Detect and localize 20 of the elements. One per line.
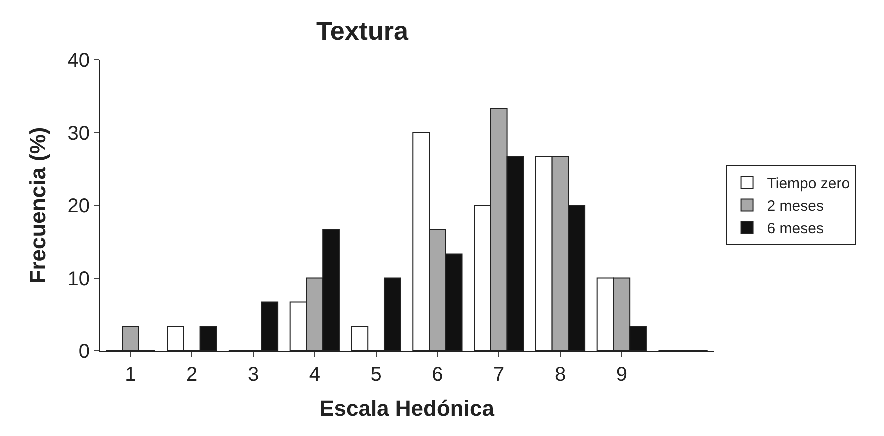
x-tick-label: 4 bbox=[309, 364, 320, 386]
legend-label: 6 meses bbox=[767, 220, 824, 238]
y-tick-label: 40 bbox=[68, 50, 90, 72]
y-tick-label: 20 bbox=[68, 196, 90, 218]
x-tick-label: 7 bbox=[494, 364, 505, 386]
x-tick-label: 5 bbox=[370, 364, 382, 386]
x-tick-label: 1 bbox=[125, 364, 136, 386]
y-tick-label: 10 bbox=[68, 268, 90, 290]
legend-label: 2 meses bbox=[767, 198, 824, 216]
chart-title: Textura bbox=[316, 16, 409, 46]
x-tick-label: 9 bbox=[616, 364, 628, 386]
y-tick-label: 30 bbox=[68, 122, 90, 145]
x-axis-title: Escala Hedónica bbox=[320, 396, 496, 421]
legend-label: Tiempo zero bbox=[767, 176, 850, 193]
x-tick-label: 3 bbox=[248, 364, 260, 386]
x-tick-label: 8 bbox=[554, 364, 566, 386]
y-axis-title: Frecuencia (%) bbox=[26, 127, 51, 284]
x-tick-label: 2 bbox=[186, 364, 198, 386]
y-tick-label: 0 bbox=[78, 341, 90, 363]
x-tick-label: 6 bbox=[432, 364, 444, 386]
